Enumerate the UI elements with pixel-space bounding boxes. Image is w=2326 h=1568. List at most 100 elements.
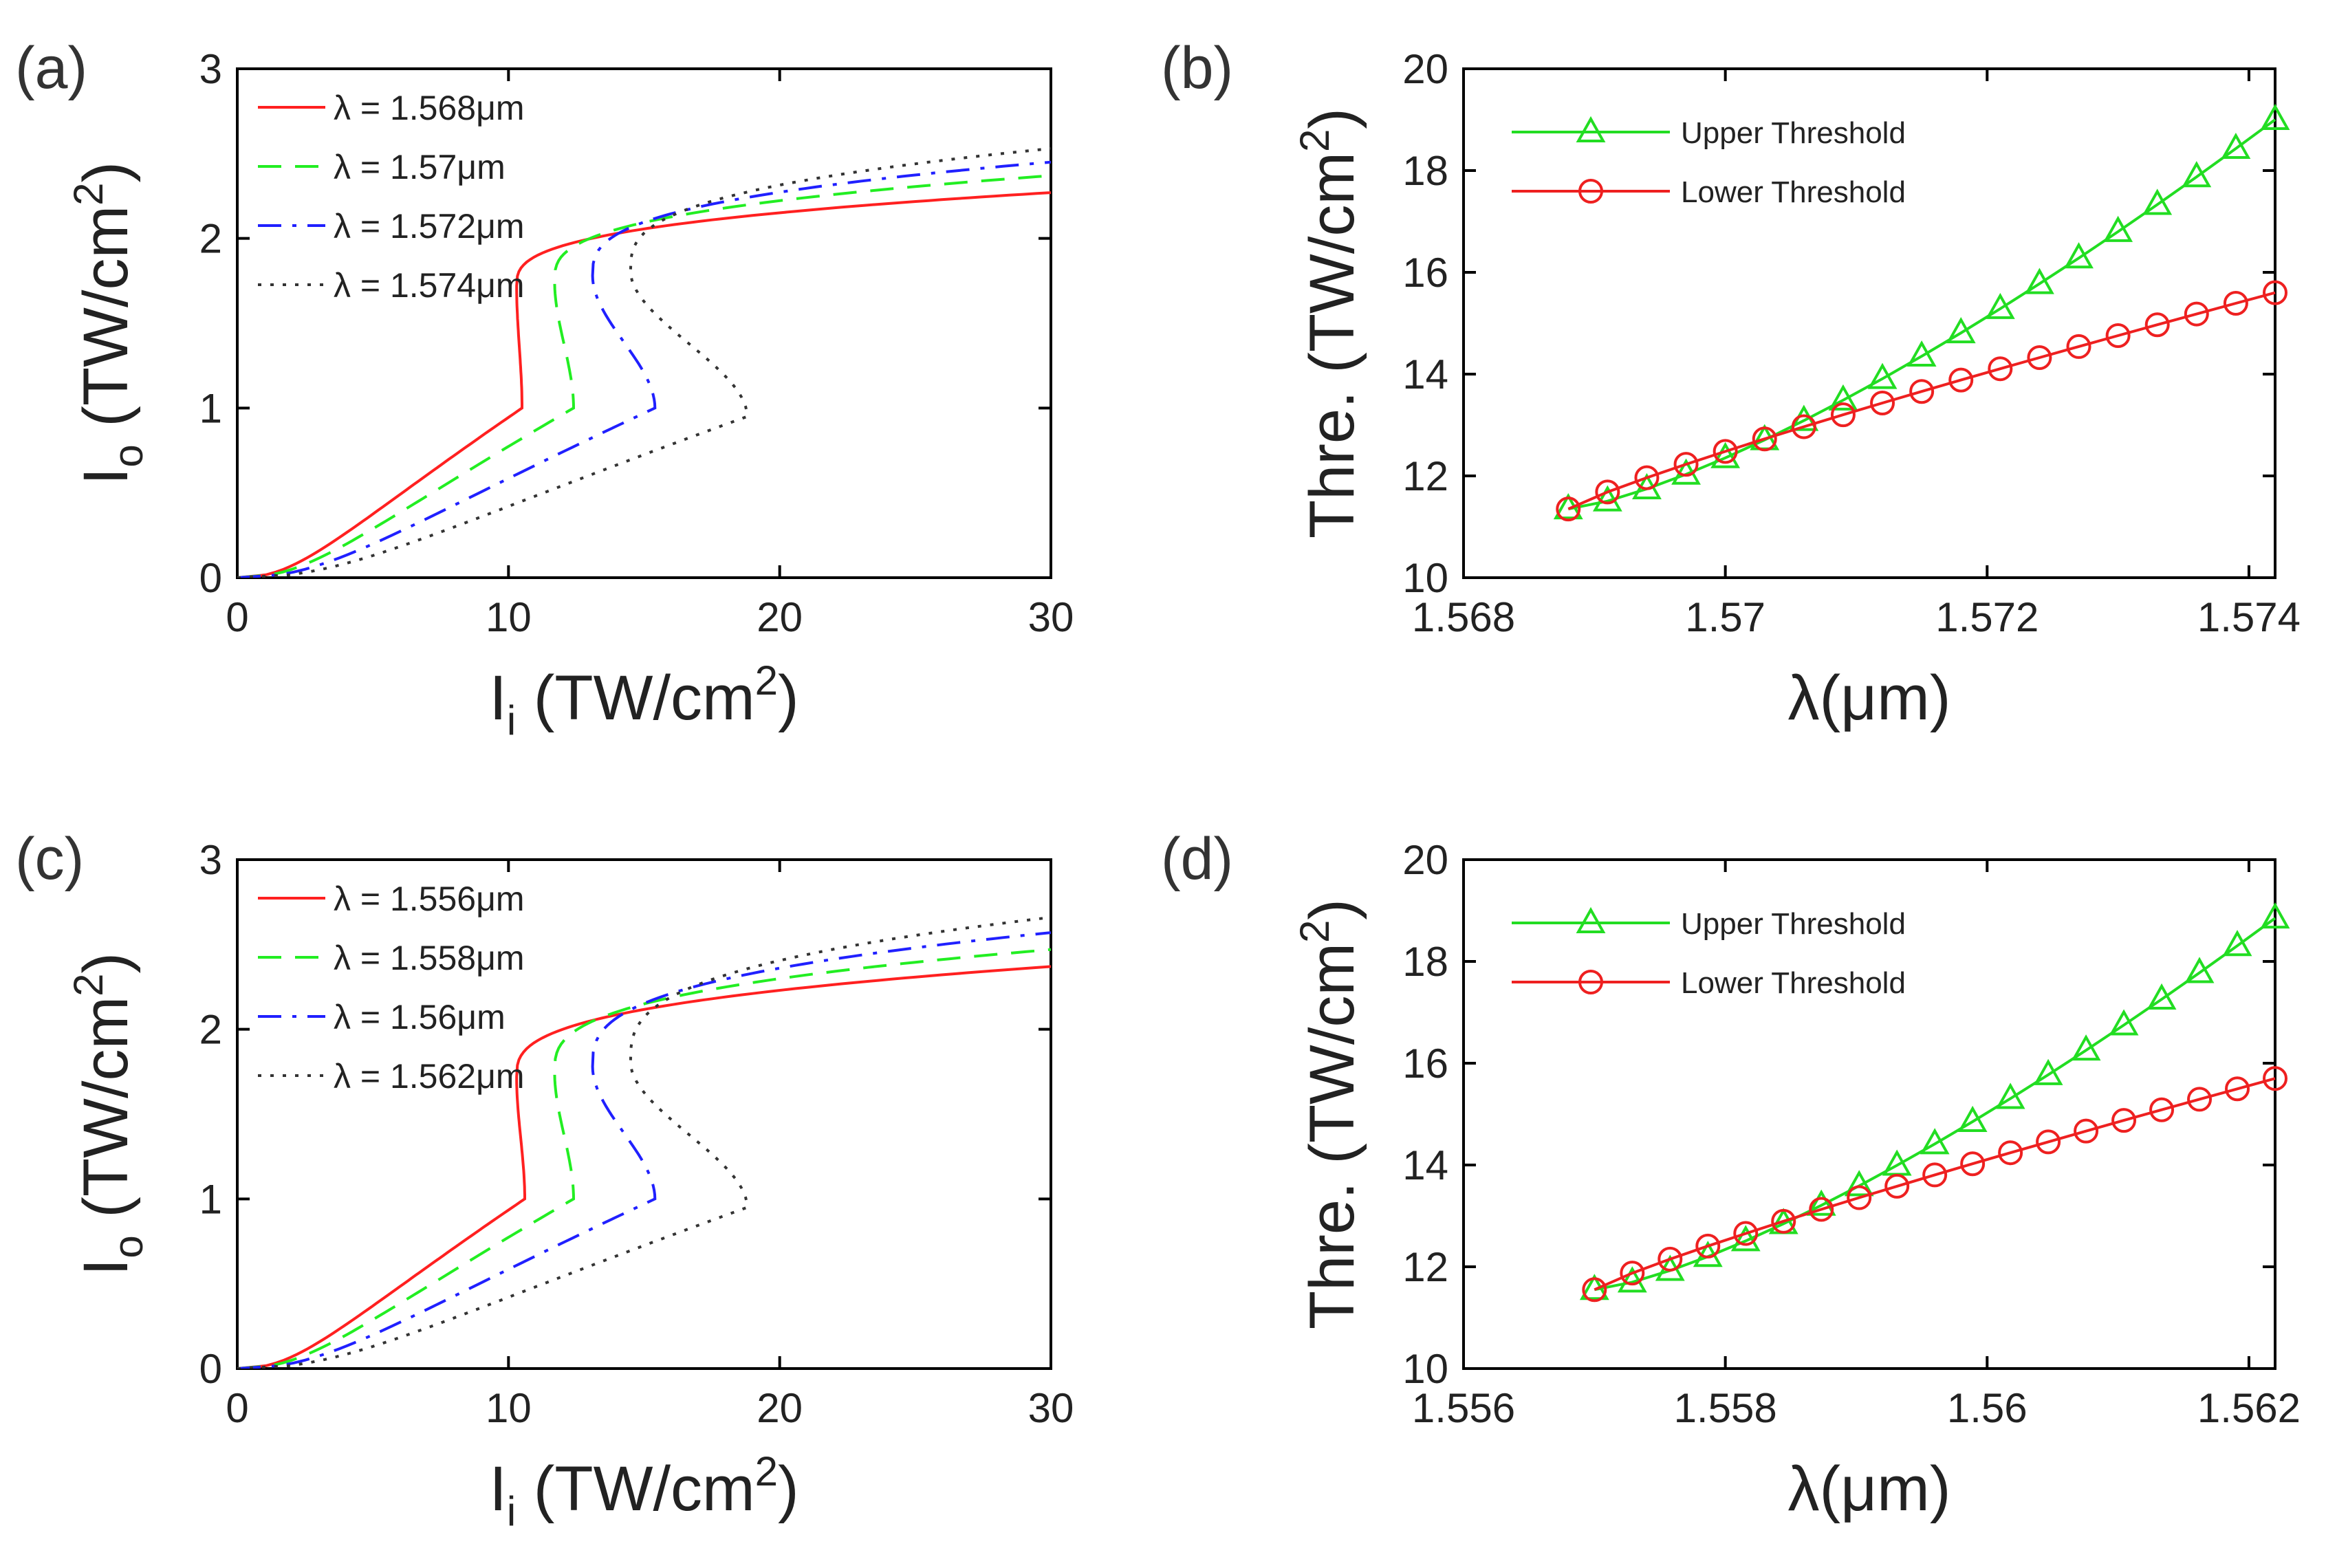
data-point-circle — [1582, 1277, 1607, 1303]
y-title-part: ) — [71, 952, 141, 974]
legend-label: λ = 1.558μm — [334, 939, 525, 977]
y-tick-label: 0 — [199, 555, 222, 601]
series-line — [237, 191, 1051, 578]
data-point-triangle — [2071, 1034, 2101, 1061]
y-tick-label: 18 — [1402, 939, 1448, 985]
y-axis-title: Thre. (TW/cm2) — [1292, 108, 1367, 538]
legend-label: λ = 1.572μm — [334, 207, 525, 246]
data-point-circle — [1948, 367, 1974, 393]
data-point-circle — [1695, 1233, 1721, 1259]
y-tick-label: 10 — [1402, 1346, 1448, 1392]
legend-label: Upper Threshold — [1681, 116, 1906, 150]
series-line — [237, 948, 1051, 1369]
y-tick-label: 2 — [199, 216, 222, 262]
data-point-triangle — [1617, 1266, 1647, 1293]
y-title-sup: 2 — [1292, 920, 1338, 943]
y-title-sub: o — [105, 444, 151, 467]
y-title-part: (TW/cm — [71, 206, 141, 444]
legend-label: λ = 1.568μm — [334, 89, 525, 127]
data-point-circle — [2111, 1108, 2137, 1133]
legend-label: λ = 1.57μm — [334, 148, 506, 186]
y-title-sup: 2 — [1292, 129, 1338, 152]
data-point-circle — [1657, 1246, 1683, 1272]
x-axis-title: Ii (TW/cm2) — [489, 657, 798, 743]
data-point-triangle — [1844, 1170, 1874, 1197]
legend-marker — [1578, 970, 1603, 994]
x-title-part: I — [489, 1454, 507, 1524]
data-point-circle — [1713, 439, 1738, 464]
data-point-circle — [2263, 1066, 2287, 1091]
y-tick-label: 14 — [1402, 351, 1448, 398]
data-point-circle — [1988, 356, 2013, 382]
data-point-circle — [1595, 479, 1620, 505]
legend-label: Lower Threshold — [1681, 175, 1906, 209]
y-axis-title: Io (TW/cm2) — [65, 952, 151, 1276]
y-title-part: ) — [1297, 899, 1367, 920]
x-tick-label: 1.568 — [1412, 594, 1515, 640]
y-tick-label: 2 — [199, 1007, 222, 1053]
y-title-part: ) — [1297, 108, 1367, 129]
data-point-triangle — [1730, 1225, 1761, 1252]
y-tick-label: 12 — [1402, 453, 1448, 499]
data-point-circle — [1884, 1173, 1910, 1199]
data-point-circle — [1922, 1162, 1948, 1188]
x-title-sub: i — [507, 697, 516, 743]
x-tick-label: 20 — [757, 1385, 803, 1431]
x-tick-label: 20 — [757, 594, 803, 640]
series-line — [237, 174, 1051, 578]
x-tick-label: 1.572 — [1935, 594, 2039, 640]
y-title-part: Thre. (TW/cm — [1297, 943, 1367, 1329]
data-point-triangle — [2109, 1009, 2139, 1036]
y-tick-label: 20 — [1402, 837, 1448, 883]
y-axis-title: Io (TW/cm2) — [65, 162, 151, 485]
data-point-circle — [1620, 1261, 1645, 1286]
data-point-circle — [2027, 345, 2052, 370]
x-title-part: I — [489, 663, 507, 733]
y-axis-title: Thre. (TW/cm2) — [1292, 899, 1367, 1329]
legend-label: λ = 1.562μm — [334, 1057, 525, 1096]
y-tick-label: 18 — [1402, 148, 1448, 194]
data-point-circle — [1771, 1208, 1796, 1234]
y-title-sup: 2 — [65, 973, 111, 996]
series-line — [237, 160, 1051, 578]
x-tick-label: 1.574 — [2197, 594, 2301, 640]
x-tick-label: 1.558 — [1674, 1385, 1777, 1431]
y-title-part: ) — [71, 162, 141, 183]
data-point-circle — [2263, 280, 2287, 305]
data-point-triangle — [2221, 132, 2251, 160]
data-point-circle — [2149, 1097, 2175, 1122]
data-point-circle — [1809, 1197, 1834, 1222]
plot-frame — [236, 67, 1052, 579]
x-tick-label: 30 — [1028, 1385, 1074, 1431]
data-point-triangle — [2103, 215, 2133, 242]
y-title-sub: o — [105, 1235, 151, 1258]
data-point-triangle — [1946, 316, 1976, 344]
data-point-triangle — [1592, 485, 1622, 512]
legend-marker — [1578, 179, 1603, 204]
x-tick-label: 10 — [486, 594, 532, 640]
data-point-triangle — [2024, 268, 2054, 294]
data-point-circle — [1998, 1140, 2023, 1166]
data-point-triangle — [1920, 1128, 1950, 1155]
data-point-circle — [1960, 1151, 1986, 1177]
x-title-part: ) — [778, 663, 799, 733]
series-line — [1567, 291, 2276, 510]
y-tick-label: 3 — [199, 837, 222, 883]
legend-label: Lower Threshold — [1681, 966, 1906, 1000]
data-point-circle — [1791, 414, 1816, 439]
y-tick-label: 12 — [1402, 1244, 1448, 1290]
data-point-triangle — [1995, 1082, 2025, 1109]
y-tick-label: 1 — [199, 1176, 222, 1222]
x-axis-title: Ii (TW/cm2) — [489, 1448, 798, 1534]
data-point-triangle — [1985, 292, 2015, 319]
x-title-sub: i — [507, 1488, 516, 1534]
legend-marker — [1576, 906, 1606, 933]
x-title-part: (TW/cm — [516, 663, 754, 733]
data-point-circle — [1847, 1185, 1872, 1210]
x-tick-label: 0 — [226, 1385, 248, 1431]
y-tick-label: 16 — [1402, 1041, 1448, 1087]
data-point-circle — [2223, 291, 2248, 316]
plot-frame — [1462, 67, 2276, 579]
